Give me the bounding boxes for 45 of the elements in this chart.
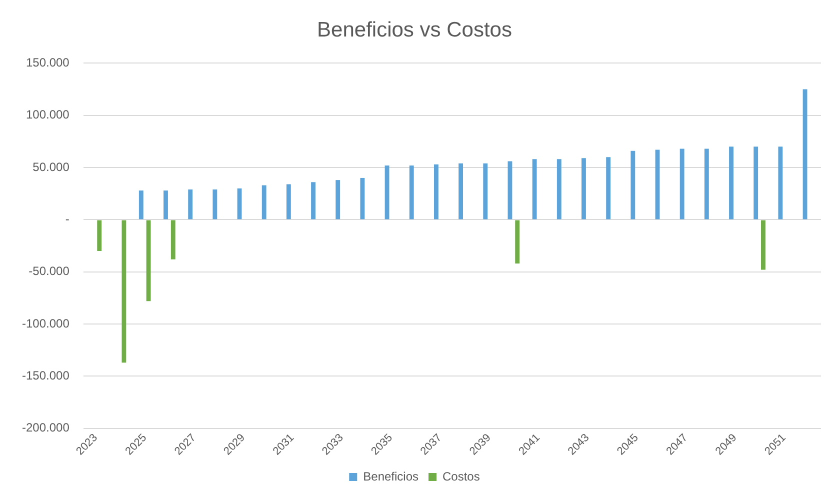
bar bbox=[237, 188, 242, 220]
bar bbox=[336, 180, 340, 220]
y-tick-label: -200.000 bbox=[22, 420, 70, 435]
bar bbox=[262, 185, 266, 220]
y-tick-label: -50.000 bbox=[28, 264, 70, 278]
bar bbox=[582, 158, 586, 220]
bar bbox=[532, 159, 537, 220]
bar bbox=[146, 220, 151, 302]
bar bbox=[606, 157, 611, 220]
bar bbox=[360, 178, 365, 220]
bar bbox=[409, 165, 414, 220]
bar bbox=[704, 148, 709, 220]
bar bbox=[754, 146, 758, 220]
y-tick-label: 100.000 bbox=[26, 108, 70, 122]
y-tick-label: 150.000 bbox=[26, 56, 70, 70]
y-tick-label: -150.000 bbox=[22, 368, 70, 383]
bar bbox=[761, 220, 766, 270]
y-tick-label: 50.000 bbox=[32, 160, 70, 174]
bar bbox=[188, 189, 193, 220]
bar bbox=[138, 190, 144, 220]
bar bbox=[802, 89, 808, 220]
bar bbox=[170, 220, 176, 260]
bar bbox=[122, 220, 126, 363]
bar bbox=[311, 182, 316, 220]
y-tick-label: - bbox=[65, 212, 70, 226]
bar bbox=[508, 161, 512, 220]
y-tick-label: -100.000 bbox=[22, 316, 70, 330]
legend-label: Costos bbox=[442, 469, 480, 484]
bar bbox=[680, 148, 684, 220]
bar bbox=[434, 164, 438, 220]
bar bbox=[212, 189, 218, 220]
bar bbox=[384, 165, 390, 220]
bar bbox=[515, 220, 520, 264]
bar bbox=[729, 146, 734, 220]
bar bbox=[97, 220, 102, 251]
bar bbox=[655, 150, 660, 220]
bar bbox=[630, 150, 636, 220]
legend-label: Beneficios bbox=[363, 469, 419, 484]
bar bbox=[164, 190, 168, 220]
bar bbox=[778, 146, 783, 220]
bar bbox=[286, 184, 291, 220]
bar bbox=[483, 163, 488, 220]
bar bbox=[458, 163, 464, 220]
bar bbox=[556, 159, 562, 220]
chart-title: Beneficios vs Costos bbox=[317, 18, 512, 42]
